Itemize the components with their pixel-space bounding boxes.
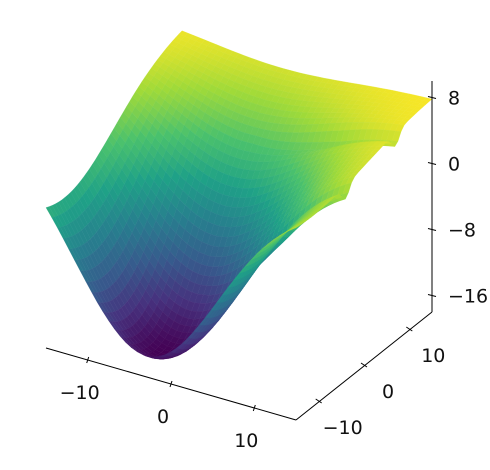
x-tick-mark <box>252 404 256 412</box>
y-tick-label: 10 <box>421 345 445 367</box>
surface-mesh <box>45 30 433 360</box>
z-tick-mark <box>427 162 437 165</box>
x-tick-label: 10 <box>234 430 258 452</box>
y-tick-mark <box>406 326 413 332</box>
z-axis: 8 0 −8 −16 <box>427 81 488 312</box>
x-tick-label: −10 <box>60 382 100 404</box>
z-tick-mark <box>427 96 437 99</box>
y-tick-label: −10 <box>323 417 363 439</box>
surface-patch <box>290 225 300 231</box>
x-axis: −10 0 10 <box>45 347 297 452</box>
x-tick-mark <box>169 380 173 388</box>
y-axis-line <box>295 311 433 421</box>
z-tick-label: 8 <box>448 88 460 110</box>
y-axis: −10 0 10 <box>295 311 445 439</box>
z-tick-mark <box>427 228 437 231</box>
y-tick-label: 0 <box>382 381 394 403</box>
x-tick-mark <box>86 356 90 364</box>
y-tick-mark <box>315 398 322 404</box>
z-tick-label: −16 <box>448 286 488 308</box>
x-tick-label: 0 <box>157 406 169 428</box>
z-tick-label: −8 <box>448 220 476 242</box>
z-tick-mark <box>427 294 437 297</box>
y-tick-mark <box>360 362 368 368</box>
z-tick-label: 0 <box>448 154 460 176</box>
